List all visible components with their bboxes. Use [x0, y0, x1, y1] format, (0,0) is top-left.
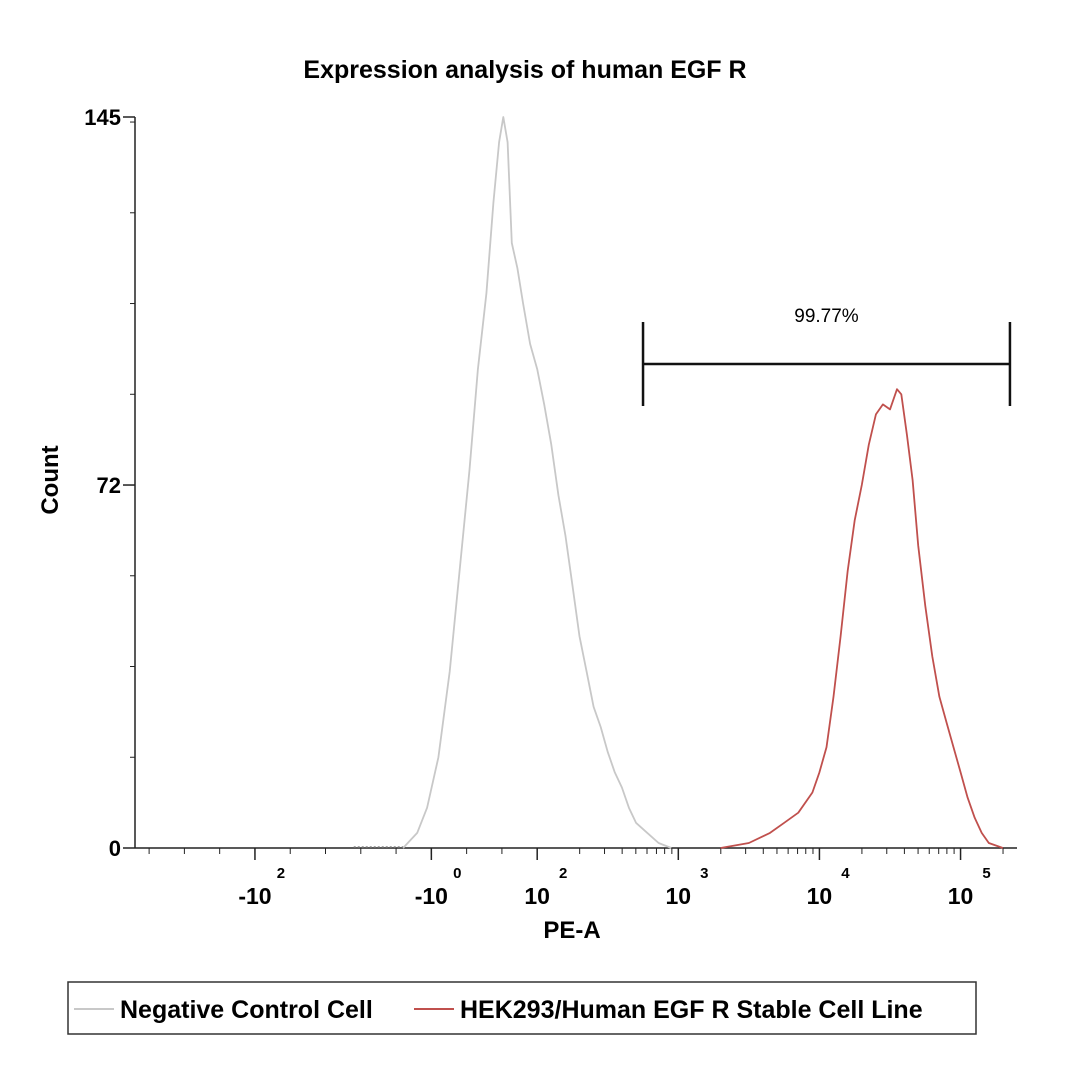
legend-label-hek293: HEK293/Human EGF R Stable Cell Line: [460, 996, 923, 1024]
x-tick-label-exponent: 2: [559, 865, 567, 882]
legend-box: [67, 981, 977, 1035]
x-tick-label-exponent: 0: [453, 865, 461, 882]
series-line-0: [402, 116, 672, 849]
x-tick-label-exponent: 5: [982, 865, 990, 882]
y-tick-label: 145: [84, 105, 121, 130]
y-tick-label: 72: [97, 473, 121, 498]
series-line-1: [720, 388, 1004, 849]
chart-title: Expression analysis of human EGF R: [303, 56, 746, 84]
legend-label-negative-control: Negative Control Cell: [120, 996, 373, 1024]
x-axis-label: PE-A: [543, 917, 600, 944]
x-tick-label-base: 10: [666, 883, 692, 909]
x-tick-label-base: -10: [415, 883, 448, 909]
x-tick-label-base: 10: [524, 883, 550, 909]
x-tick-label-exponent: 2: [277, 865, 285, 882]
x-tick-label-base: 10: [807, 883, 833, 909]
x-tick-label-exponent: 3: [700, 865, 708, 882]
x-tick-label-base: 10: [948, 883, 974, 909]
y-tick-label: 0: [109, 836, 121, 861]
x-tick-label-exponent: 4: [841, 865, 850, 882]
gate-percentage-label: 99.77%: [794, 306, 859, 327]
y-axis-label: Count: [37, 445, 64, 514]
x-tick-label-base: -10: [238, 883, 271, 909]
